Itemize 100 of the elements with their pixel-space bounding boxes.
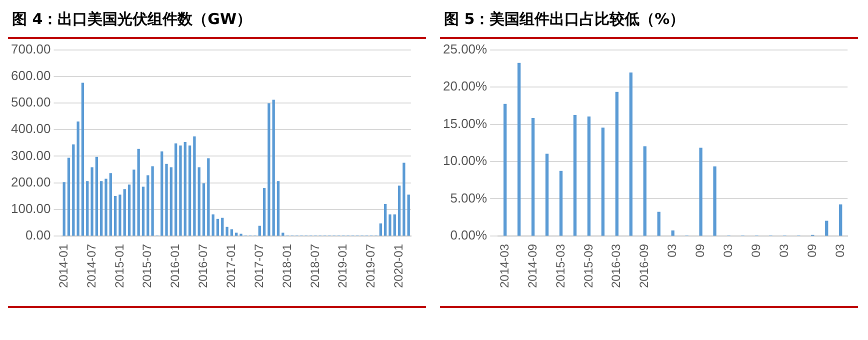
x-tick-label: 2017-07 — [252, 244, 266, 288]
y-tick-label: 5.00% — [450, 190, 488, 206]
bar — [72, 144, 75, 236]
y-tick-label: 700.00 — [10, 41, 51, 56]
bar — [142, 186, 145, 236]
bar — [109, 173, 112, 236]
x-tick-label: 2016-03 — [609, 244, 624, 288]
x-tick-label: 2015-03 — [553, 244, 568, 288]
bar — [216, 218, 220, 236]
bar — [276, 181, 280, 236]
bar — [517, 62, 521, 236]
y-tick-label: 0.00% — [450, 228, 488, 243]
bar — [104, 178, 108, 236]
x-tick-label: 2014-01 — [56, 244, 70, 288]
bar — [114, 196, 117, 236]
bar — [531, 118, 535, 236]
bar — [615, 92, 618, 236]
x-tick-label: 2014-03 — [497, 244, 512, 288]
bar — [128, 184, 131, 236]
bar — [230, 229, 234, 236]
bar — [226, 226, 228, 236]
bar — [174, 143, 178, 236]
x-tick-label: 2014-09 — [525, 244, 540, 288]
bar — [212, 214, 214, 236]
y-tick-label: 500.00 — [10, 94, 51, 110]
bar — [601, 128, 605, 236]
bar — [202, 183, 206, 236]
bar — [402, 162, 406, 236]
y-tick-label: 600.00 — [10, 68, 51, 83]
y-tick-label: 400.00 — [10, 121, 51, 136]
bar — [657, 212, 660, 236]
x-tick-label: 09 — [804, 244, 819, 258]
y-tick-label: 300.00 — [10, 148, 51, 163]
x-tick-label: 2015-09 — [581, 244, 596, 288]
bar — [198, 167, 200, 236]
bar — [268, 103, 270, 236]
bar — [193, 136, 196, 236]
y-tick-label: 25.00% — [442, 41, 488, 56]
bar — [151, 166, 154, 236]
x-tick-label: 2015-01 — [112, 244, 126, 288]
x-tick-label: 03 — [832, 244, 847, 258]
chart-title: 图 5：美国组件出口占比较低（%） — [440, 6, 858, 39]
bar — [258, 226, 261, 236]
bar — [839, 204, 842, 236]
bar — [62, 182, 66, 236]
bar — [643, 146, 646, 236]
bar — [188, 145, 192, 236]
bar — [86, 181, 89, 236]
x-tick-label: 03 — [776, 244, 791, 258]
bar — [713, 166, 716, 236]
x-tick-label: 2018-01 — [280, 244, 294, 288]
bar — [184, 142, 186, 236]
chart-title: 图 4：出口美国光伏组件数（GW） — [8, 6, 426, 39]
bar — [407, 194, 410, 236]
bar — [118, 194, 122, 236]
bar — [165, 164, 168, 236]
bar — [262, 188, 266, 236]
bar — [235, 232, 238, 236]
bar — [825, 220, 828, 236]
bar — [221, 218, 224, 236]
bar — [90, 167, 94, 236]
bar — [95, 156, 98, 236]
bar — [207, 158, 210, 236]
bar — [123, 189, 126, 236]
x-tick-label: 2018-07 — [308, 244, 322, 288]
y-tick-label: 200.00 — [10, 174, 51, 190]
x-tick-label: 2019-01 — [336, 244, 350, 288]
bar — [76, 122, 80, 236]
bar — [100, 181, 103, 236]
bar — [559, 170, 563, 236]
x-tick-label: 2016-09 — [637, 244, 652, 288]
y-tick-label: 10.00% — [442, 153, 488, 168]
bar — [179, 145, 182, 236]
bar — [379, 223, 382, 236]
x-tick-label: 2019-07 — [364, 244, 378, 288]
bar — [81, 82, 84, 236]
bar — [282, 232, 284, 236]
y-tick-label: 20.00% — [442, 78, 488, 94]
y-tick-label: 100.00 — [10, 200, 51, 216]
x-tick-label: 09 — [749, 244, 764, 258]
bar — [671, 230, 674, 236]
bar — [699, 148, 702, 236]
bar — [272, 100, 275, 236]
x-tick-label: 2017-01 — [224, 244, 238, 288]
x-tick-label: 2015-07 — [140, 244, 154, 288]
bar — [384, 204, 387, 236]
bar — [573, 115, 577, 236]
bar — [504, 104, 507, 236]
x-tick-label: 2016-01 — [168, 244, 182, 288]
x-tick-label: 09 — [693, 244, 708, 258]
x-tick-label: 03 — [721, 244, 736, 258]
bar — [393, 214, 396, 236]
x-tick-label: 2014-07 — [84, 244, 98, 288]
bar — [629, 72, 632, 236]
bar — [160, 151, 164, 236]
bar — [170, 167, 172, 236]
y-tick-label: 0.00 — [25, 228, 51, 243]
bar — [545, 154, 549, 236]
bar — [146, 175, 150, 236]
x-tick-label: 2020-01 — [392, 244, 406, 288]
